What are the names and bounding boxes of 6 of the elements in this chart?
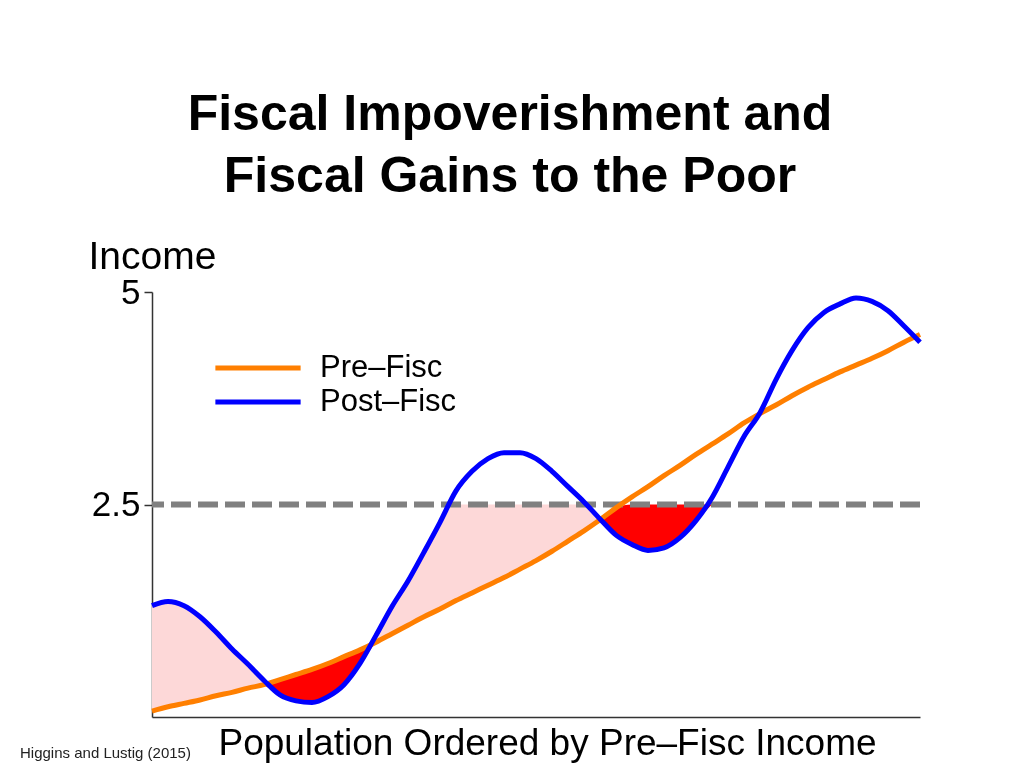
legend-label: Pre–Fisc xyxy=(320,349,443,384)
y-tick-label: 2.5 xyxy=(91,484,141,523)
x-axis-title: Population Ordered by Pre–Fisc Income xyxy=(218,721,877,763)
legend-label: Post–Fisc xyxy=(320,383,457,418)
chart-title: Fiscal Impoverishment and Fiscal Gains to the Poor xyxy=(187,85,833,203)
text: Higgins and Lustig (2015) xyxy=(20,744,191,761)
